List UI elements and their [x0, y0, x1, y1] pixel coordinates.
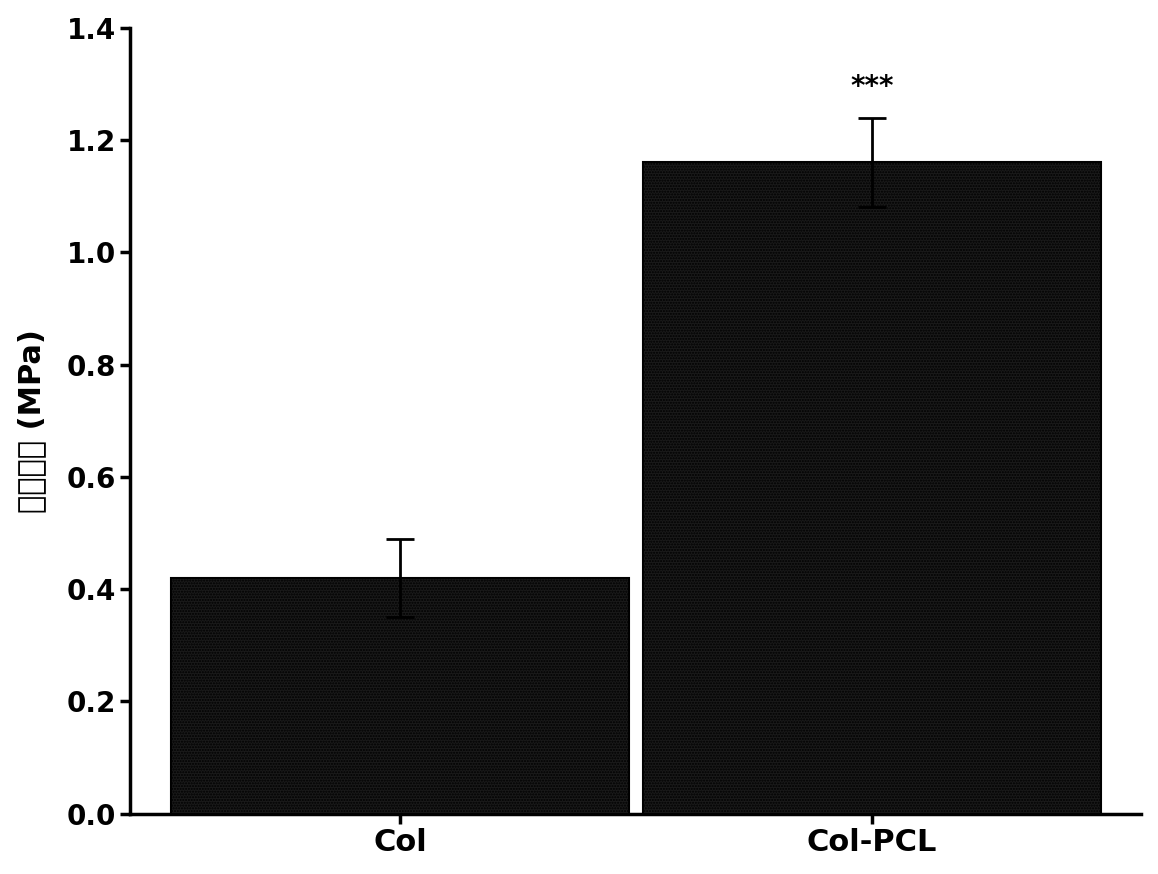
Bar	[171, 578, 629, 814]
Y-axis label: 拉伸强度 (MPa): 拉伸强度 (MPa)	[16, 329, 45, 513]
Text: ***: ***	[850, 73, 894, 101]
Bar	[643, 163, 1101, 814]
